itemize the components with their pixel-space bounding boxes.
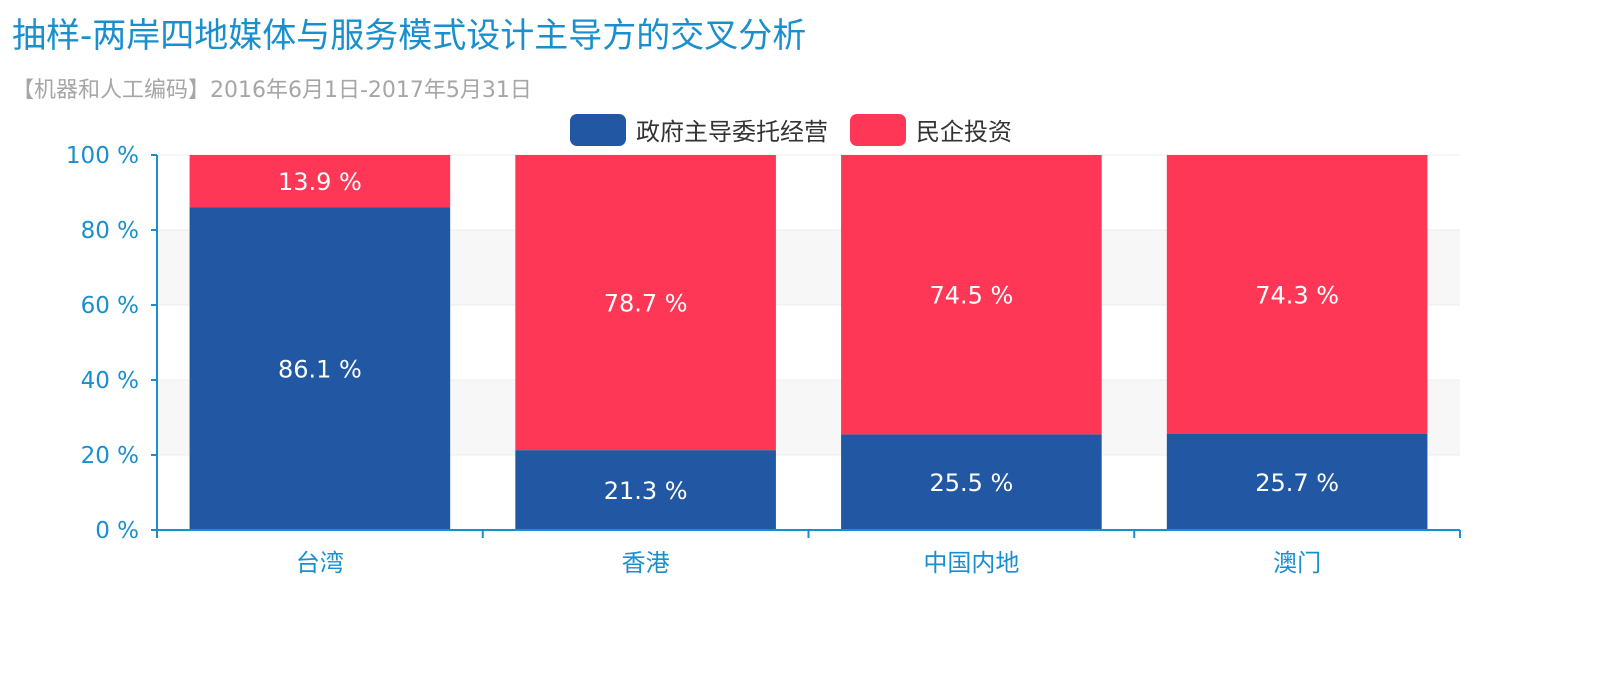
x-tick-label: 中国内地 [923, 549, 1019, 577]
bar-value-label: 74.5 % [929, 282, 1013, 310]
bar-value-label: 25.7 % [1255, 469, 1339, 497]
y-tick-label: 0 % [95, 518, 139, 544]
bar-1-4[interactable] [1166, 433, 1428, 530]
x-tick-label: 澳门 [1273, 549, 1321, 577]
legend: 政府主导委托经营 民企投资 [570, 112, 1034, 147]
bar-value-label: 13.9 % [278, 168, 362, 196]
bar-value-label: 25.5 % [929, 469, 1013, 497]
legend-label-series-2: 民企投资 [916, 118, 1012, 146]
bar-2-3[interactable] [841, 155, 1102, 435]
bar-2-2[interactable] [515, 155, 776, 451]
legend-swatch-series-1 [570, 113, 626, 146]
y-tick-label: 80 % [81, 218, 139, 244]
chart-title: 抽样-两岸四地媒体与服务模式设计主导方的交叉分析 [12, 16, 807, 56]
bar-2-1[interactable] [189, 155, 451, 208]
legend-swatch-series-2 [850, 113, 906, 146]
bar-1-2[interactable] [515, 450, 776, 530]
legend-item-series-2[interactable]: 民企投资 [850, 112, 1012, 147]
y-tick-label: 40 % [81, 368, 139, 394]
bar-1-3[interactable] [841, 434, 1102, 530]
y-tick-label: 20 % [81, 443, 139, 469]
bar-value-label: 78.7 % [604, 290, 688, 318]
y-tick-label: 100 % [66, 143, 139, 169]
bar-value-label: 86.1 % [278, 356, 362, 384]
y-tick-label: 60 % [81, 293, 139, 319]
bar-value-label: 74.3 % [1255, 281, 1339, 309]
x-tick-label: 台湾 [296, 549, 344, 577]
x-tick-label: 香港 [622, 549, 670, 577]
legend-item-series-1[interactable]: 政府主导委托经营 [570, 112, 828, 147]
chart-subtitle: 【机器和人工编码】2016年6月1日-2017年5月31日 [12, 78, 532, 103]
bar-value-label: 21.3 % [604, 477, 688, 505]
legend-label-series-1: 政府主导委托经营 [636, 118, 828, 146]
bar-2-4[interactable] [1166, 155, 1428, 434]
bar-1-1[interactable] [189, 207, 451, 530]
